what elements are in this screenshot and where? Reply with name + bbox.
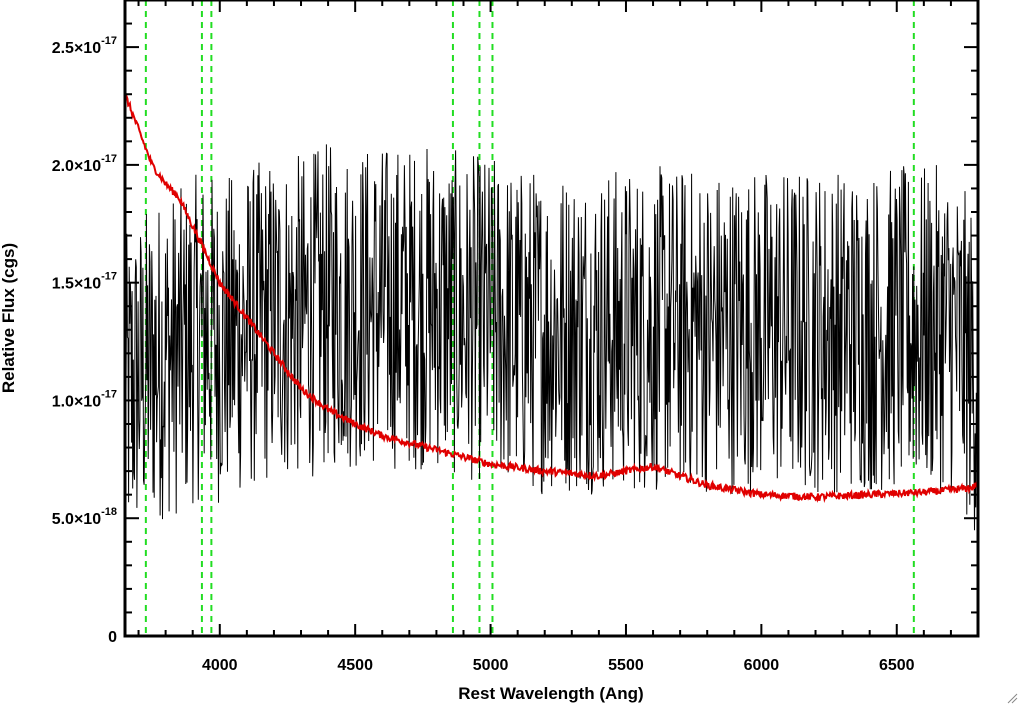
x-tick-label: 6500 [879, 657, 915, 674]
y-tick-label: 0 [108, 629, 117, 646]
y-tick-label: 2.0×10-17 [52, 153, 117, 175]
x-tick-label: 5000 [473, 657, 509, 674]
y-tick-labels: 0 5.0×10-18 1.0×10-17 1.5×10-17 2.0×10-17 2.5… [52, 35, 117, 646]
reference-lines [144, 0, 915, 636]
model-fit-series [125, 92, 978, 503]
y-tick-label: 1.5×10-17 [52, 271, 117, 293]
x-tick-label: 6000 [744, 657, 780, 674]
resize-grip-icon[interactable] [1006, 692, 1018, 704]
model-fit-line [125, 92, 978, 503]
plot-axes [123, 0, 980, 638]
observed-spectrum-series [125, 144, 978, 531]
x-tick-label: 4500 [337, 657, 373, 674]
y-tick-label: 5.0×10-18 [52, 506, 117, 528]
x-axis-label: Rest Wavelength (Ang) [458, 684, 643, 703]
observed-spectrum-line [125, 144, 978, 531]
y-axis-label: Relative Flux (cgs) [0, 243, 18, 393]
x-tick-labels: 4000 4500 5000 5500 6000 6500 [202, 657, 915, 674]
y-tick-label: 2.5×10-17 [52, 35, 117, 57]
x-tick-label: 5500 [608, 657, 644, 674]
plot-frame [123, 0, 980, 638]
y-tick-label: 1.0×10-17 [52, 388, 117, 410]
x-tick-label: 4000 [202, 657, 238, 674]
